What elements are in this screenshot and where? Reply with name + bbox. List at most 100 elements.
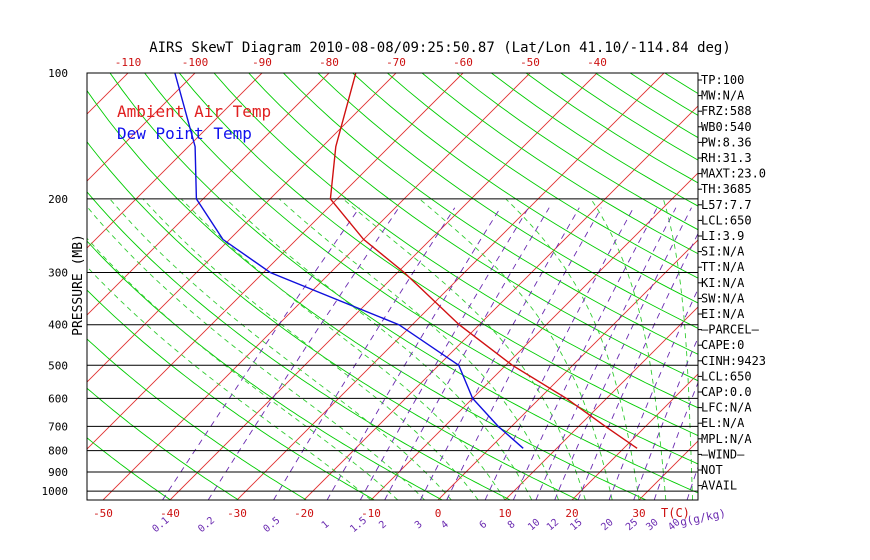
mixing-ratio-line	[633, 336, 698, 500]
mixing-ratio-tick-label: 3	[413, 519, 425, 531]
legend-entry: Dew Point Temp	[117, 124, 252, 143]
stability-index-label: TH:3685	[701, 182, 752, 196]
dry-adiabat-line	[87, 191, 511, 500]
isotherm-grid	[0, 73, 698, 500]
bottom-temperature-tick-label: -50	[93, 507, 113, 520]
isotherm-line	[504, 306, 698, 500]
stability-index-label: MAXT:23.0	[701, 167, 766, 181]
mixing-ratio-line	[535, 207, 677, 500]
top-temperature-tick-label: -90	[252, 56, 272, 69]
isotherm-line	[87, 73, 397, 383]
top-temperature-tick-label: -60	[453, 56, 473, 69]
mixing-ratio-line	[686, 465, 698, 500]
stability-index-label: SW:N/A	[701, 291, 745, 305]
top-temperature-tick-label: -80	[319, 56, 339, 69]
stability-index-label: MW:N/A	[701, 89, 745, 103]
bottom-temperature-tick-label: 30	[632, 507, 645, 520]
isotherm-line	[87, 73, 464, 450]
mixing-ratio-line	[512, 207, 658, 500]
stability-index-label: LI:3.9	[701, 229, 744, 243]
stability-index-label: EI:N/A	[701, 307, 745, 321]
stability-index-label: —PARCEL—	[701, 323, 760, 337]
stability-index-label: MPL:N/A	[701, 432, 752, 446]
isotherm-line	[0, 73, 61, 500]
dry-adiabat-line	[144, 73, 698, 465]
series-layer	[174, 73, 638, 449]
moist-adiabat-line	[278, 198, 560, 500]
pressure-tick-label: 300	[48, 267, 68, 280]
moist-adiabat-line	[180, 198, 506, 500]
dry-adiabat-grid	[87, 73, 870, 500]
stability-index-label: LFC:N/A	[701, 401, 752, 415]
plot-frame	[86, 72, 699, 501]
top-temperature-tick-label: -50	[520, 56, 540, 69]
bottom-temperature-tick-label: -10	[361, 507, 381, 520]
dry-adiabat-line	[213, 73, 698, 409]
bottom-temperature-tick-label: -20	[294, 507, 314, 520]
mixing-ratio-line	[384, 207, 550, 500]
x-axis-label: T(C)	[661, 506, 690, 520]
moist-adiabat-line	[87, 266, 372, 500]
isotherm-line	[87, 73, 330, 316]
mixing-ratio-tick-label: 0.5	[262, 515, 283, 535]
moist-adiabat-line	[87, 237, 399, 500]
pressure-axis: 100 200 300 400 500 600 700 800 900 1000	[42, 67, 69, 498]
dry-adiabat-line	[87, 338, 307, 500]
bottom-temperature-tick-label: 10	[498, 507, 511, 520]
pressure-tick-label: 200	[48, 193, 68, 206]
isotherm-line	[638, 440, 698, 500]
stability-index-label: NOT	[701, 463, 723, 477]
ambient-air-tempseries-line	[329, 73, 638, 449]
stability-index-label: —WIND—	[701, 447, 745, 461]
dry-adiabat-line	[456, 73, 698, 231]
mixing-ratio-grid	[162, 207, 698, 500]
dry-adiabat-line	[317, 73, 698, 329]
bottom-temperature-tick-label: 0	[435, 507, 442, 520]
stability-index-label: EL:N/A	[701, 416, 745, 430]
top-temperature-tick-label: -110	[115, 56, 142, 69]
moist-adiabat-line	[109, 198, 452, 500]
legend: Ambient Air Temp Dew Point Temp	[117, 102, 271, 143]
dry-adiabat-line	[664, 73, 698, 95]
mixing-ratio-tick-label: 2	[377, 519, 389, 531]
stability-index-label: WB0:540	[701, 120, 752, 134]
mixing-ratio-tick-label: 6	[478, 519, 490, 531]
pressure-tick-label: 100	[48, 67, 68, 80]
mixing-ratio-line	[359, 207, 529, 500]
stability-index-label: KI:N/A	[701, 276, 745, 290]
stability-index-label: RH:31.3	[701, 151, 752, 165]
pressure-tick-label: 400	[48, 319, 68, 332]
mixing-ratio-tick-label: 30	[644, 517, 660, 533]
dry-adiabat-line	[769, 73, 870, 500]
top-temperature-axis: -110 -100 -90 -80 -70 -60 -50 -40	[115, 56, 607, 69]
dry-adiabat-line	[387, 73, 698, 279]
dry-adiabat-line	[87, 89, 647, 500]
bottom-temperature-tick-label: 20	[565, 507, 578, 520]
dry-adiabat-line	[838, 73, 870, 500]
stability-index-label: TP:100	[701, 73, 744, 87]
y-axis-label: PRESSURE (MB)	[71, 234, 86, 336]
mixing-ratio-line	[484, 207, 634, 500]
mixing-ratio-line	[273, 207, 456, 500]
stability-index-label: SI:N/A	[701, 245, 745, 259]
mixing-ratio-line	[326, 207, 501, 500]
stability-index-label: CAP:0.0	[701, 385, 752, 399]
dry-adiabat-line	[421, 73, 698, 255]
dry-adiabat-line	[804, 73, 870, 500]
dry-adiabat-line	[491, 73, 698, 207]
stability-index-label: PW:8.36	[701, 135, 752, 149]
dry-adiabat-line	[283, 73, 698, 355]
dry-adiabat-line	[352, 73, 698, 304]
stability-index-label: CAPE:0	[701, 338, 744, 352]
stability-index-label: L57:7.7	[701, 198, 752, 212]
stability-index-label: AVAIL	[701, 479, 737, 493]
stability-index-label: FRZ:588	[701, 104, 752, 118]
moist-adiabat-line	[142, 198, 479, 500]
isotherm-line	[236, 73, 665, 500]
top-temperature-tick-label: -40	[587, 56, 607, 69]
moist-adiabat-line	[419, 198, 613, 500]
mixing-ratio-tick-label: 4	[439, 519, 451, 531]
isotherm-line	[370, 172, 698, 500]
mixing-ratio-line	[446, 207, 602, 500]
